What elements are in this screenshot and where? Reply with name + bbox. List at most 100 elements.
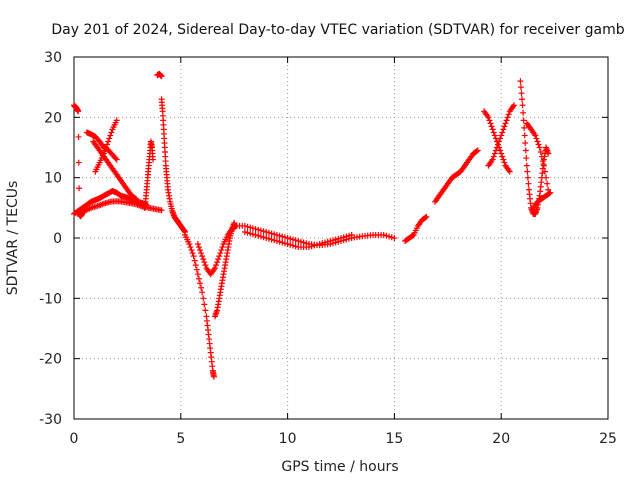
data-point (252, 225, 259, 232)
data-point (263, 235, 270, 241)
data-point (521, 132, 528, 139)
data-point (268, 230, 275, 237)
data-point (76, 185, 83, 192)
data-point (218, 247, 225, 254)
data-point (327, 238, 334, 245)
data-point (519, 102, 526, 109)
y-tick-label: -10 (39, 291, 62, 307)
data-point (520, 109, 527, 116)
data-point (348, 231, 355, 238)
data-point (487, 120, 494, 127)
data-point (536, 144, 543, 151)
data-point (194, 271, 201, 278)
series-spike-4-2 (158, 96, 189, 235)
data-point (279, 233, 286, 240)
data-point (75, 108, 82, 115)
data-point (241, 228, 248, 235)
data-point (265, 229, 272, 236)
data-point (113, 156, 120, 163)
data-point (511, 102, 518, 109)
data-point (281, 240, 288, 247)
data-point (489, 156, 496, 163)
data-point (150, 156, 157, 163)
data-points (71, 70, 554, 380)
data-point (257, 227, 264, 234)
data-point (273, 231, 280, 238)
data-point (498, 132, 505, 139)
data-point (517, 78, 524, 85)
data-point (210, 373, 217, 380)
series-late-19-20-b (485, 102, 518, 169)
series-dip-6-b (194, 222, 240, 278)
data-point (244, 223, 251, 230)
data-point (108, 129, 115, 136)
data-point (249, 231, 256, 238)
data-point (199, 289, 206, 296)
x-tick-label: 5 (176, 431, 185, 447)
axis-ticks: 0 5 10 15 20 25 -30 -20 -10 0 10 20 30 (39, 50, 617, 447)
data-point (75, 159, 82, 166)
data-point (197, 247, 204, 254)
data-point (533, 135, 540, 142)
data-point (494, 141, 501, 148)
data-point (241, 222, 248, 229)
data-point (295, 238, 302, 245)
data-point (502, 120, 509, 127)
data-point (383, 232, 390, 239)
data-point (391, 235, 398, 241)
data-point (199, 253, 206, 260)
data-point (486, 117, 493, 124)
data-point (297, 238, 304, 245)
data-point (257, 233, 264, 240)
data-point (216, 253, 223, 260)
data-point (332, 236, 339, 243)
data-point (289, 236, 296, 243)
data-point (311, 242, 318, 249)
data-point (525, 180, 532, 187)
y-tick-label: -30 (39, 412, 62, 428)
data-point (501, 123, 508, 130)
data-point (198, 250, 205, 257)
data-point (188, 247, 195, 254)
data-point (191, 257, 198, 264)
y-tick-label: 0 (53, 231, 62, 247)
data-point (524, 168, 531, 175)
data-point (255, 226, 262, 233)
data-point (193, 266, 200, 273)
data-point (501, 159, 508, 166)
data-point (287, 235, 294, 242)
data-point (202, 262, 209, 269)
data-point (473, 148, 480, 155)
data-point (338, 235, 344, 241)
data-point (268, 236, 275, 243)
data-point (492, 147, 499, 154)
data-point (211, 265, 218, 272)
data-point (195, 244, 202, 251)
data-point (107, 132, 114, 139)
y-tick-label: 30 (44, 50, 62, 66)
data-point (524, 174, 531, 181)
data-point (485, 114, 492, 121)
data-point (546, 190, 553, 197)
data-point (219, 244, 226, 251)
data-point (200, 295, 207, 302)
data-point (292, 237, 299, 244)
series-mid-flat (231, 222, 398, 249)
x-tick-label: 25 (599, 431, 617, 447)
data-point (541, 168, 548, 175)
data-point (537, 149, 544, 156)
series-late-21-b (523, 120, 552, 193)
data-point (319, 240, 326, 247)
data-point (132, 195, 139, 202)
data-point (189, 250, 196, 257)
data-point (244, 229, 251, 236)
data-point (489, 126, 496, 133)
data-point (263, 228, 270, 235)
chart-title: Day 201 of 2024, Sidereal Day-to-day VTE… (51, 22, 624, 38)
data-point (247, 224, 254, 231)
data-point (343, 233, 350, 240)
data-point (187, 244, 194, 251)
data-point (491, 150, 498, 157)
series-peak-1-2 (83, 129, 120, 163)
data-point (252, 231, 259, 238)
